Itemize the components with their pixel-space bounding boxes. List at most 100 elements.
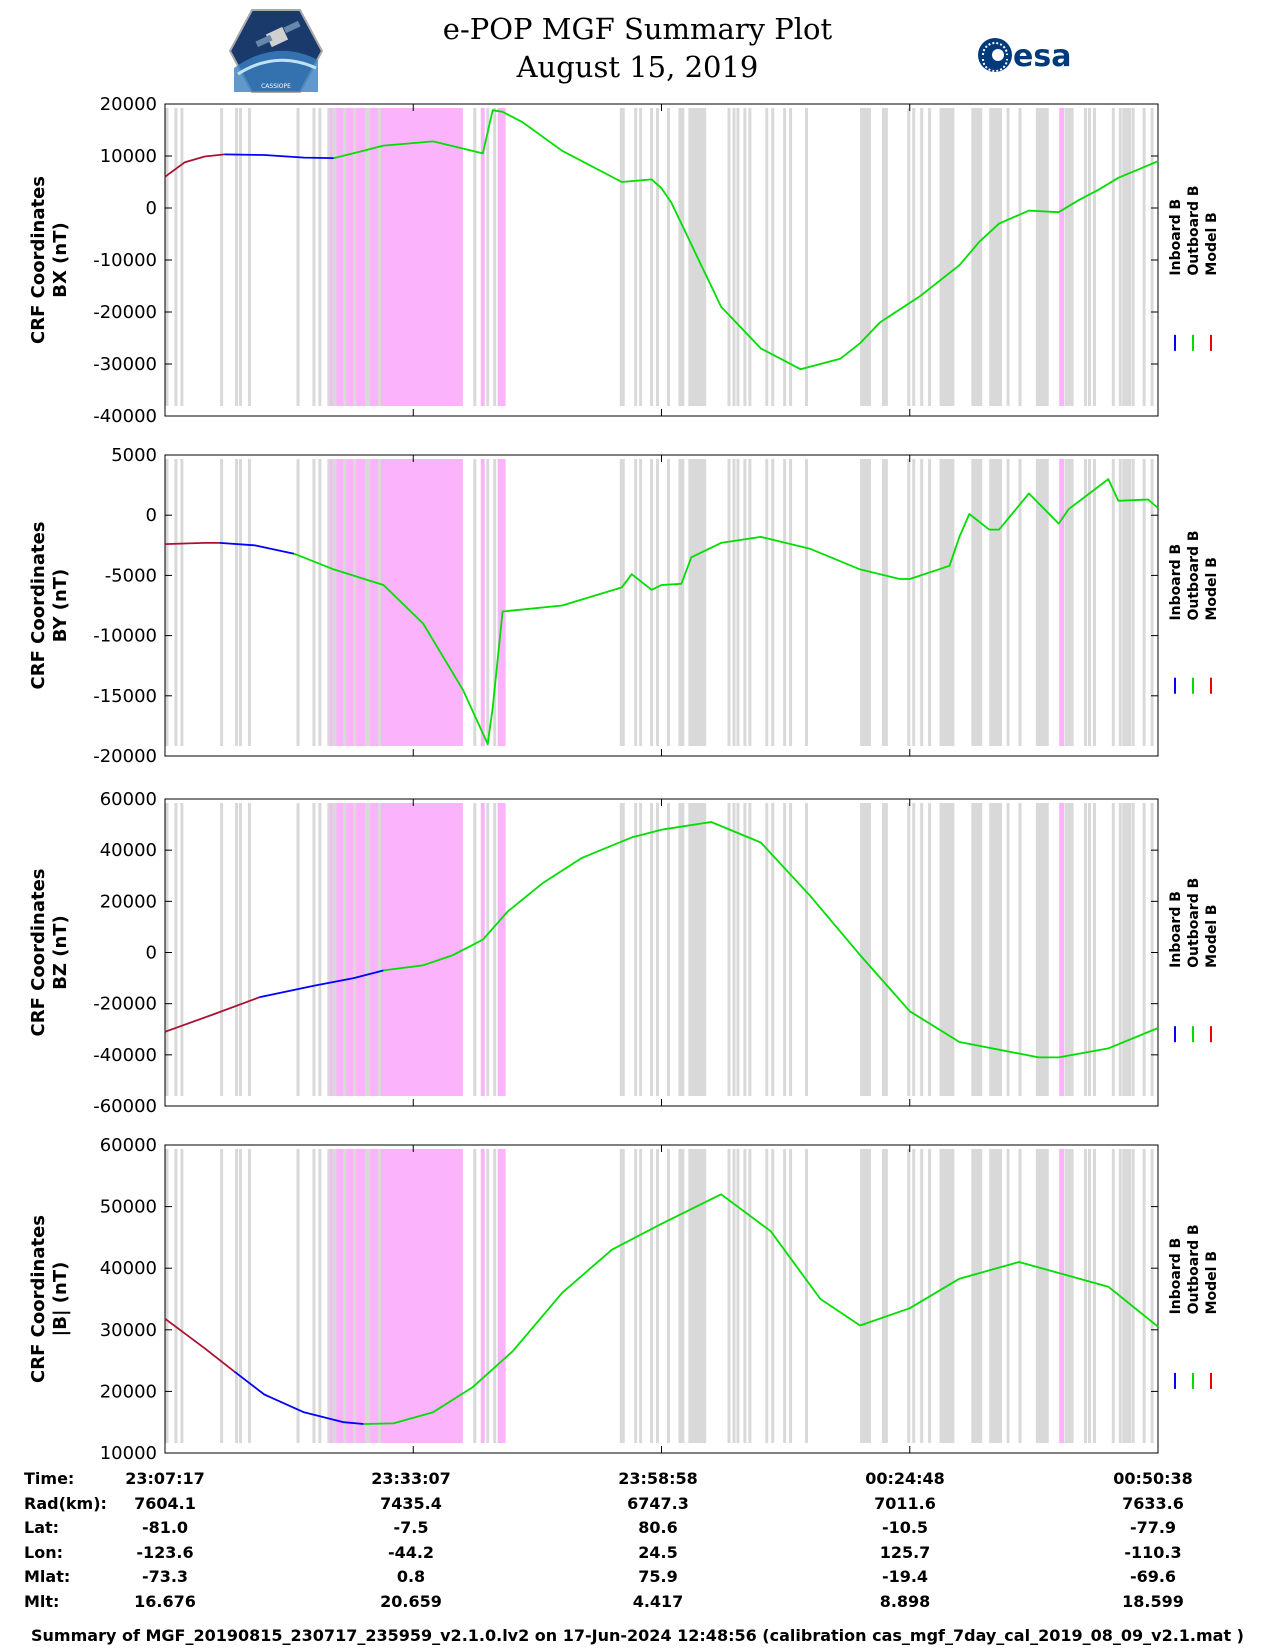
gray-in-magenta-0: [333, 1149, 337, 1443]
gray-band-9: [1064, 108, 1074, 406]
gray-line-16: [666, 803, 670, 1096]
gray-line-42: [1142, 1149, 1146, 1443]
info-lon-0: -123.6: [136, 1542, 194, 1562]
esa-logo: esa: [978, 38, 1071, 74]
legend-label-inboard: Inboard B: [1168, 544, 1184, 621]
gray-in-magenta-8: [493, 803, 497, 1096]
gray-line-1: [174, 459, 178, 746]
y-tick-label-6: -40000: [93, 406, 157, 427]
info-lon-3: 125.7: [879, 1542, 931, 1562]
y-tick-label-0: 60000: [100, 789, 157, 810]
gray-line-4: [234, 1149, 238, 1443]
gray-line-5: [238, 803, 242, 1096]
gray-line-27: [804, 1149, 808, 1443]
y-tick-label-3: -10000: [93, 626, 157, 647]
gray-line-33: [1018, 108, 1022, 406]
gray-line-32: [1006, 1149, 1010, 1443]
gray-line-23: [765, 108, 769, 406]
gray-line-24: [771, 803, 775, 1096]
gray-line-33: [1018, 459, 1022, 746]
magenta-band-0: [328, 108, 463, 406]
gray-line-21: [743, 459, 747, 746]
gray-line-42: [1142, 108, 1146, 406]
gray-line-3: [220, 803, 224, 1096]
gray-in-magenta-8: [493, 459, 497, 746]
y-tick-label-0: 60000: [100, 1135, 157, 1156]
gray-band-9: [1064, 459, 1074, 746]
gray-line-19: [732, 459, 736, 746]
y-axis-label-line2: BZ (nT): [50, 915, 71, 990]
gray-line-17: [692, 108, 696, 406]
legend-label-outboard: Outboard B: [1186, 878, 1202, 968]
series-line-inboard: [224, 153, 334, 159]
info-rad-1: 7435.4: [380, 1493, 442, 1513]
info-label-lat: Lat:: [24, 1518, 60, 1538]
y-tick-label-6: -60000: [93, 1096, 157, 1117]
magenta-band-2: [480, 108, 485, 406]
gray-line-1: [174, 803, 178, 1096]
gray-band-6: [971, 1149, 983, 1443]
gray-line-36: [1087, 1149, 1091, 1443]
gray-line-20: [736, 803, 740, 1096]
gray-line-6: [247, 108, 251, 406]
gray-band-1: [678, 1149, 685, 1443]
gray-line-23: [765, 459, 769, 746]
magenta-line-3: [369, 803, 375, 1096]
gray-in-magenta-7: [486, 803, 490, 1096]
gray-line-6: [247, 459, 251, 746]
magenta-band-1: [497, 1149, 506, 1443]
series-line-inboard: [259, 969, 384, 999]
plots-svg: 20000 10000 0 -10000 -20000 -30000 -40000 CRF C…: [28, 94, 1220, 1460]
gray-line-18: [727, 108, 731, 406]
gray-line-16: [666, 459, 670, 746]
y-tick-label-1: 10000: [100, 146, 157, 167]
gray-line-41: [1131, 803, 1135, 1096]
info-mlat-0: -73.3: [141, 1567, 189, 1587]
series-line-model: [164, 996, 260, 1033]
gray-in-magenta-1: [343, 108, 347, 406]
gray-band-1: [678, 459, 685, 746]
gray-in-magenta-2: [353, 459, 357, 746]
gray-line-12: [634, 108, 638, 406]
gray-line-8: [312, 803, 316, 1096]
gray-in-magenta-3: [365, 1149, 369, 1443]
info-lon-4: -110.3: [1124, 1542, 1182, 1562]
gray-line-39: [1118, 803, 1122, 1096]
magenta-line-5: [1059, 108, 1065, 406]
gray-in-magenta-1: [343, 1149, 347, 1443]
gray-band-3: [860, 108, 872, 406]
y-tick-label-2: 0: [146, 198, 157, 219]
magenta-line-4: [373, 803, 379, 1096]
y-tick-label-5: 10000: [100, 1443, 157, 1460]
magenta-line-0: [338, 1149, 344, 1443]
magenta-line-2: [359, 108, 365, 406]
epop-logo-caption: CASSIOPE: [261, 83, 291, 90]
gray-line-20: [736, 108, 740, 406]
magenta-line-0: [338, 803, 344, 1096]
info-rad-0: 7604.1: [134, 1493, 196, 1513]
series-line-model: [164, 1317, 236, 1373]
title-line-1: e-POP MGF Summary Plot: [442, 12, 833, 46]
gray-in-magenta-1: [343, 459, 347, 746]
info-time-0: 23:07:17: [125, 1469, 205, 1488]
panel-bmag: 60000 50000 40000 30000 20000 10000 CRF Coordi…: [28, 1135, 1220, 1460]
gray-band-8: [1035, 108, 1049, 406]
plot-title: e-POP MGF Summary Plot August 15, 2019: [0, 10, 1275, 86]
title-line-2: August 15, 2019: [516, 50, 759, 84]
gray-line-22: [748, 459, 752, 746]
gray-band-7: [989, 1149, 1003, 1443]
series-line-outboard: [293, 478, 1159, 745]
esa-logo-text: esa: [1013, 39, 1071, 74]
gray-line-40: [1124, 459, 1128, 746]
gray-line-19: [732, 803, 736, 1096]
gray-line-30: [920, 459, 924, 746]
magenta-band-0: [328, 803, 463, 1096]
gray-in-magenta-0: [333, 459, 337, 746]
gray-line-38: [1111, 108, 1115, 406]
gray-band-7: [989, 459, 1003, 746]
gray-line-8: [312, 108, 316, 406]
y-tick-label-4: -15000: [93, 686, 157, 707]
gray-line-16: [666, 1149, 670, 1443]
info-lat-2: 80.6: [638, 1518, 678, 1538]
gray-line-23: [765, 803, 769, 1096]
